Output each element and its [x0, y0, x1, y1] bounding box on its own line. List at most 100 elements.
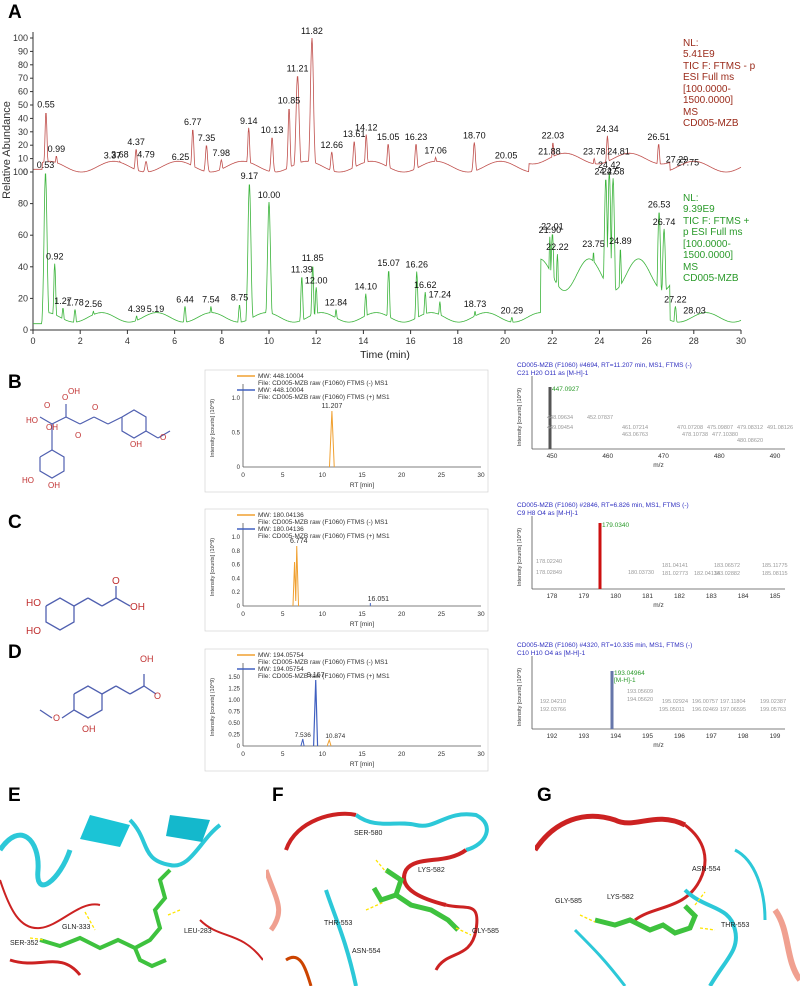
y-tick-label: 40	[18, 113, 28, 123]
spectrum-peak-label: 180.03730	[628, 570, 654, 576]
spectrum-main-label: 179.0340	[602, 522, 629, 529]
x-axis-label: RT [min]	[350, 482, 375, 489]
x-tick-label: 184	[738, 593, 749, 600]
docking-panel-f: SER-580 LYS-582 THR-553 GLY-585 ASN-554	[266, 810, 532, 986]
x-tick-label: 450	[547, 453, 558, 460]
legend-text: File: CD005-MZB raw (F1060) FTMS (-) MS1	[258, 659, 388, 666]
peak-label: 1.27	[54, 296, 72, 306]
atom-ho: HO	[26, 598, 41, 609]
y-tick-label: 0.5	[232, 431, 241, 437]
peak-label: 6.44	[176, 294, 194, 304]
x-tick-label: 197	[706, 733, 717, 740]
peak-label: 0.55	[37, 100, 55, 110]
residue-label: ASN-554	[692, 866, 721, 873]
chrom-peak	[300, 738, 305, 747]
peak-label: 15.05	[377, 132, 400, 142]
y-tick-label: 90	[18, 46, 28, 56]
atom-o: O	[62, 393, 68, 402]
peak-label: 1.78	[66, 297, 84, 307]
legend-text: File: CD005-MZB raw (F1060) FTMS (-) MS1	[258, 519, 388, 526]
atom-oh: OH	[140, 654, 154, 664]
peak-rt-label: 6.774	[290, 538, 308, 545]
x-tick-label: 193	[578, 733, 589, 740]
x-tick-label: 20	[398, 472, 406, 479]
y-tick-label: 100	[13, 33, 28, 43]
peak-label: 0.53	[37, 160, 55, 170]
y-tick-label: 0	[237, 604, 241, 610]
y-tick-label: 100	[13, 167, 28, 177]
peak-rt-label: 7.536	[295, 732, 312, 739]
peak-label: 6.25	[172, 152, 190, 162]
spectrum-main-peak	[598, 523, 602, 589]
peak-label: 11.21	[287, 64, 309, 74]
spectrum-peak-label: 197.11804	[720, 699, 746, 705]
legend-text: MW: 180.04136	[258, 512, 304, 519]
panel-a-chromatograms: 01020304050607080901000.550.993.373.684.…	[1, 26, 746, 361]
spectrum-peak-label: 491.08126	[767, 425, 793, 431]
x-tick-label: 30	[477, 611, 485, 618]
peak-label: 10.13	[261, 125, 284, 135]
chrom-peak	[292, 545, 300, 607]
x-tick-label: 196	[674, 733, 685, 740]
x-tick-label: 20	[500, 336, 510, 346]
legend-text: MW: 180.04136	[258, 526, 304, 533]
peak-rt-label: 9.167	[307, 672, 325, 679]
peak-label: 5.19	[147, 304, 165, 314]
x-tick-label: 15	[358, 751, 366, 758]
atom-ho: HO	[22, 476, 34, 485]
y-tick-label: 0.6	[232, 563, 241, 569]
peak-label: 11.85	[302, 253, 324, 263]
x-tick-label: 12	[311, 336, 321, 346]
spectrum-peak-label: 183.06572	[714, 563, 740, 569]
spectrum-peak-label: 178.02849	[536, 570, 562, 576]
peak-label: 16.62	[414, 280, 437, 290]
x-tick-label: 6	[172, 336, 177, 346]
panel-label-a: A	[8, 2, 22, 23]
peak-label: 27.22	[664, 294, 687, 304]
x-tick-label: 22	[547, 336, 557, 346]
y-tick-label: 0	[237, 465, 241, 471]
y-tick-label: 1.25	[228, 687, 240, 693]
peak-label: 18.70	[463, 131, 486, 141]
peak-label: 7.54	[202, 294, 220, 304]
x-tick-label: 180	[610, 593, 621, 600]
spectrum-formula: C9 H8 O4 as [M-H]-1	[517, 510, 578, 517]
peak-label: 14.10	[354, 282, 377, 292]
spectrum-peak-label: 192.04210	[540, 699, 566, 705]
spectrum-peak-label: 194.05620	[627, 697, 653, 703]
docking-panel-e: GLN-333 LEU-283 SER-352	[0, 810, 263, 986]
spectrum-peak-label: 185.08115	[762, 571, 788, 577]
y-tick-label: 0.8	[232, 549, 241, 555]
peak-label: 16.26	[405, 260, 428, 270]
peak-label: 24.81	[607, 147, 630, 157]
spectrum-peak-label: 185.11775	[762, 563, 788, 569]
y-tick-label: 1.50	[228, 675, 240, 681]
peak-label: 26.51	[647, 132, 670, 142]
molecule-structure-c	[45, 586, 131, 631]
x-tick-label: 8	[219, 336, 224, 346]
y-axis-label: Intensity [counts] (10^9)	[210, 399, 216, 457]
peak-label: 7.35	[198, 133, 216, 143]
atom-o: O	[112, 576, 120, 587]
peak-label: 22.01	[541, 222, 564, 232]
peak-label: 20.29	[501, 305, 524, 315]
x-tick-label: 20	[398, 751, 406, 758]
spectrum-peak-label: 461.07214	[622, 425, 648, 431]
x-tick-label: 198	[738, 733, 749, 740]
peak-label: 22.22	[546, 242, 569, 252]
x-tick-label: 480	[714, 453, 725, 460]
x-tick-label: 15	[358, 611, 366, 618]
spectrum-peak-label: 193.05609	[627, 689, 653, 695]
x-tick-label: 30	[477, 472, 485, 479]
x-tick-label: 26	[642, 336, 652, 346]
x-axis-label: m/z	[653, 742, 663, 749]
spectrum-peak-label: 178.02240	[536, 559, 562, 565]
molecule-atom-labels-b: HO O O OH OH O O HO OH OH O	[22, 387, 166, 490]
peak-label: 17.24	[429, 290, 452, 300]
x-tick-label: 10	[319, 751, 327, 758]
x-tick-label: 14	[358, 336, 368, 346]
residue-label: SER-580	[354, 830, 383, 837]
atom-o: O	[154, 691, 161, 701]
y-tick-label: 60	[18, 87, 28, 97]
peak-label: 10.85	[278, 96, 301, 106]
